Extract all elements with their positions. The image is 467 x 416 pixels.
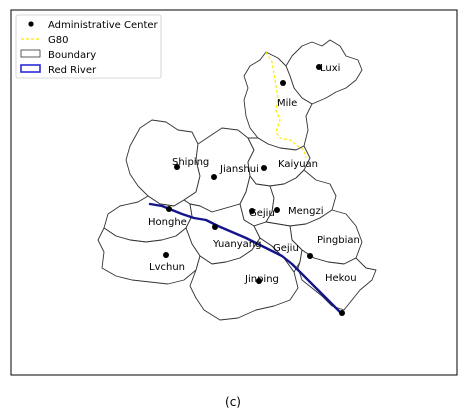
- label-pingbian: Pingbian: [317, 235, 360, 246]
- label-lvchun: Lvchun: [149, 262, 185, 273]
- center-mile: [280, 80, 286, 86]
- center-gejiu: [249, 208, 255, 214]
- label-gejiu-north: Gejiu: [249, 208, 275, 219]
- label-shiping: Shiping: [172, 157, 209, 168]
- label-kaiyuan: Kaiyuan: [278, 159, 318, 170]
- center-shiping: [174, 164, 180, 170]
- center-luxi: [316, 64, 322, 70]
- legend-boundary-symbol: [20, 49, 41, 58]
- center-jinping: [256, 278, 262, 284]
- legend-point-symbol: [28, 21, 34, 27]
- county-jinping: [189, 237, 299, 321]
- label-yuanyang: Yuanyang: [212, 239, 262, 250]
- legend-label-g80: G80: [48, 35, 68, 46]
- legend-box: [15, 14, 162, 79]
- center-yuanyang: [212, 224, 218, 230]
- county-boundaries: [97, 39, 377, 321]
- label-mengzi: Mengzi: [288, 206, 324, 217]
- center-mengzi: [274, 207, 280, 213]
- center-pingbian: [307, 253, 313, 259]
- legend: Administrative Center G80 Boundary Red R…: [15, 14, 162, 79]
- city-labels: Luxi Mile Shiping Jianshui Kaiyuan Gejiu…: [148, 63, 360, 285]
- center-kaiyuan: [261, 165, 267, 171]
- label-hekou: Hekou: [325, 273, 357, 284]
- center-hekou: [339, 310, 345, 316]
- legend-river-symbol: [20, 64, 41, 73]
- legend-label-river: Red River: [48, 65, 97, 76]
- legend-label-boundary: Boundary: [48, 50, 96, 61]
- label-gejiu-south: Gejiu: [273, 243, 299, 254]
- administrative-centers: [163, 64, 345, 316]
- label-jianshui: Jianshui: [219, 164, 259, 175]
- label-honghe: Honghe: [148, 217, 187, 228]
- g80-road: [265, 51, 307, 159]
- red-river: [148, 202, 344, 316]
- center-honghe: [166, 206, 172, 212]
- legend-label-center: Administrative Center: [48, 20, 159, 31]
- center-lvchun: [163, 252, 169, 258]
- center-jianshui: [211, 174, 217, 180]
- label-jinping: Jinping: [244, 274, 279, 285]
- county-hekou: [297, 249, 377, 311]
- figure-caption: (c): [225, 395, 241, 409]
- label-luxi: Luxi: [320, 63, 340, 74]
- label-mile: Mile: [277, 98, 297, 109]
